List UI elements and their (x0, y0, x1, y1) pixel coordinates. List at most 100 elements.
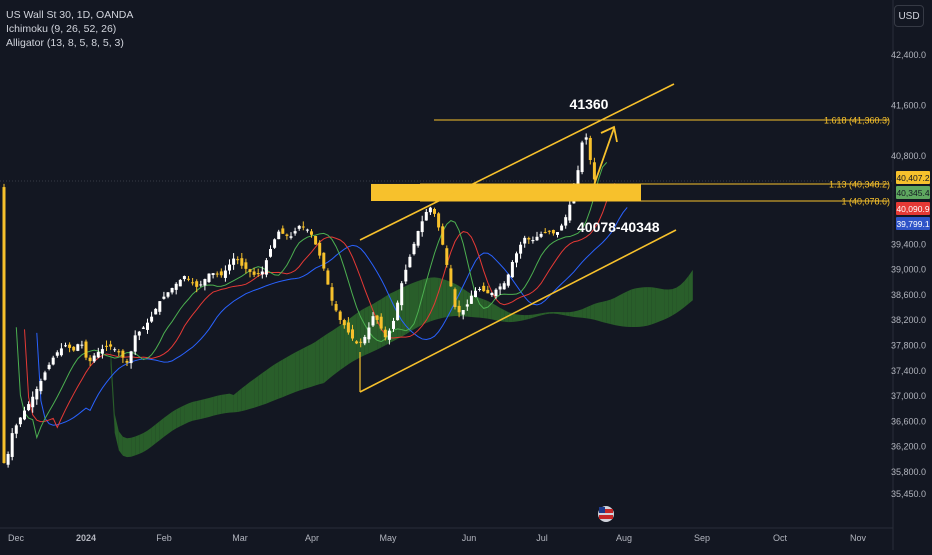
y-tick-label: 37,400.0 (891, 366, 926, 376)
candle-body (195, 281, 199, 287)
kumo-segment (217, 394, 222, 415)
kumo-segment (442, 278, 447, 318)
currency-button[interactable]: USD (894, 5, 924, 27)
kumo-segment (602, 300, 607, 324)
candle-body (445, 248, 449, 265)
candle-body (281, 228, 285, 234)
kumo-segment (569, 311, 574, 317)
kumo-segment (258, 373, 263, 407)
candle-body (27, 404, 31, 411)
alligator-indicator-label[interactable]: Alligator (13, 8, 5, 8, 5, 3) (6, 37, 124, 49)
kumo-segment (340, 322, 345, 371)
kumo-segment (127, 437, 132, 458)
candle-body (474, 290, 477, 298)
candle-body (461, 310, 465, 315)
kumo-segment (204, 398, 209, 418)
kumo-segment (582, 307, 587, 319)
candle-body (408, 256, 412, 268)
event-flag-canton (599, 507, 605, 513)
projection-arrow-head (600, 125, 618, 143)
candle-body (43, 372, 47, 380)
kumo-segment (184, 403, 189, 425)
kumo-segment (319, 336, 324, 385)
kumo-segment (586, 305, 591, 319)
candle-body (260, 271, 264, 275)
economic-event-icon (598, 506, 614, 522)
kumo-segment (151, 424, 156, 447)
y-tick-label: 35,450.0 (891, 489, 926, 499)
y-tick-label: 37,000.0 (891, 391, 926, 401)
candle-body (158, 301, 162, 312)
candle-body (6, 454, 10, 465)
x-tick-label: 2024 (76, 533, 96, 543)
fib-level-label: 1.618 (41,360.3) (824, 116, 890, 126)
kumo-segment (541, 312, 546, 316)
candle-body (240, 258, 244, 266)
candle-body (433, 208, 436, 214)
candle-body (322, 252, 326, 269)
kumo-segment (553, 311, 558, 314)
kumo-segment (430, 277, 435, 322)
kumo-segment (262, 370, 267, 406)
candle-body (178, 279, 182, 287)
kumo-segment (405, 284, 410, 335)
event-flag-stripe (599, 515, 613, 519)
candle-body (383, 329, 387, 338)
kumo-segment (672, 287, 677, 316)
candle-body (326, 270, 330, 285)
kumo-segment (299, 348, 304, 391)
symbol-title[interactable]: US Wall St 30, 1D, OANDA (6, 9, 134, 21)
candle-body (129, 351, 133, 364)
x-tick-label: Dec (8, 533, 25, 543)
x-tick-label: Nov (850, 533, 867, 543)
candle-body (441, 226, 445, 245)
x-tick-label: Jun (462, 533, 477, 543)
kumo-segment (192, 400, 197, 421)
candle-body (498, 286, 502, 290)
kumo-segment (188, 401, 193, 423)
y-tick-label: 37,800.0 (891, 341, 926, 351)
kumo-segment (512, 313, 517, 322)
kumo-segment (643, 287, 648, 327)
kumo-segment (332, 328, 337, 377)
price-tag-label: 40,345.4 (896, 188, 929, 198)
x-tick-label: May (379, 533, 397, 543)
candle-body (330, 287, 334, 301)
kumo-segment (336, 325, 341, 374)
kumo-segment (610, 297, 615, 326)
candle-body (84, 341, 88, 358)
candle-body (117, 351, 121, 353)
kumo-segment (623, 291, 628, 327)
candle-body (375, 315, 379, 320)
candle-body (121, 350, 125, 358)
price-tag-bg (896, 202, 930, 215)
candle-body (277, 231, 281, 240)
ichimoku-indicator-label[interactable]: Ichimoku (9, 26, 52, 26) (6, 23, 117, 35)
kumo-segment (172, 409, 177, 431)
candle-body (510, 262, 514, 278)
candle-body (59, 348, 63, 356)
kumo-segment (496, 305, 501, 322)
kumo-segment (307, 344, 312, 388)
kumo-segment (578, 309, 583, 318)
kumo-segment (537, 313, 542, 317)
price-tag-bg (896, 171, 930, 184)
candle-body (285, 234, 289, 236)
candle-body (301, 226, 305, 228)
x-tick-label: Apr (305, 533, 319, 543)
kumo-segment (180, 405, 185, 427)
price-tag: 40,407.2 (896, 171, 930, 184)
candle-body (392, 320, 395, 329)
kumo-segment (545, 312, 550, 315)
candle-body (125, 360, 129, 363)
kumo-segment (688, 269, 693, 304)
price-tag-label: 39,799.1 (896, 219, 929, 229)
kumo-segment (479, 297, 484, 319)
candle-body (100, 349, 104, 354)
candle-body (236, 259, 240, 261)
candle-body (588, 137, 592, 160)
candle-body (457, 305, 461, 313)
kumo-segment (311, 341, 316, 387)
